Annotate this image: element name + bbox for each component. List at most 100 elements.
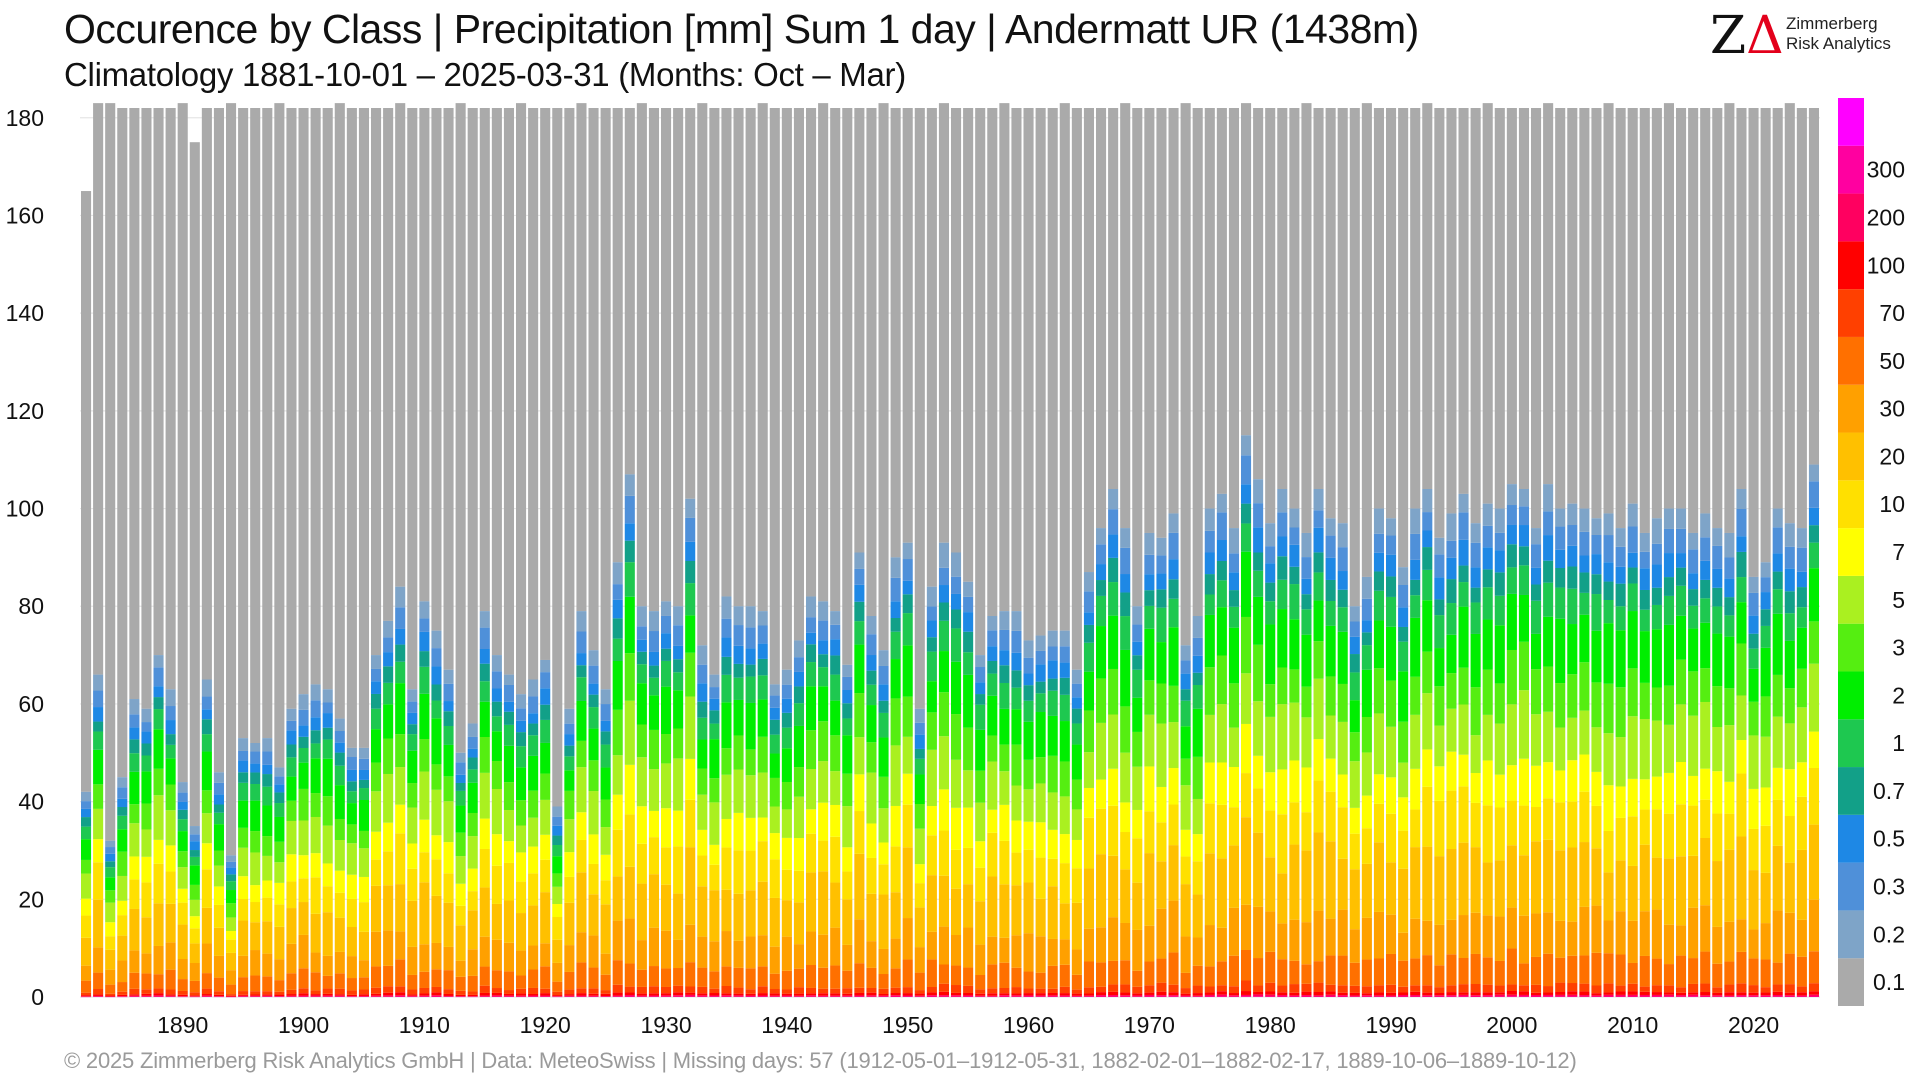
bar-segment bbox=[1410, 918, 1421, 959]
bar-segment bbox=[1458, 704, 1469, 755]
bar-segment bbox=[407, 689, 418, 702]
bar-segment bbox=[1518, 690, 1529, 759]
bar-segment bbox=[1748, 668, 1759, 702]
bar-segment bbox=[1506, 544, 1517, 568]
bar-segment bbox=[250, 852, 261, 886]
bar-segment bbox=[1108, 960, 1119, 985]
bar-segment bbox=[685, 541, 696, 561]
bar-segment bbox=[1422, 920, 1433, 956]
bar-segment bbox=[818, 601, 829, 621]
bar-segment bbox=[1676, 553, 1687, 568]
bar-segment bbox=[1265, 624, 1276, 685]
bar-segment bbox=[1591, 727, 1602, 772]
bar-segment bbox=[1035, 857, 1046, 899]
bar-segment bbox=[1108, 991, 1119, 996]
bar-segment bbox=[1168, 513, 1179, 533]
bar-segment-dry bbox=[1180, 103, 1191, 646]
bar-segment bbox=[1615, 860, 1626, 912]
bar-segment bbox=[226, 952, 237, 971]
bar-segment bbox=[540, 859, 551, 893]
bar-segment bbox=[238, 738, 249, 751]
bar-segment bbox=[1144, 766, 1155, 812]
bar-segment bbox=[866, 772, 877, 824]
bar-segment bbox=[612, 992, 623, 996]
bar-segment bbox=[1144, 554, 1155, 575]
bar-segment-dry bbox=[1228, 108, 1239, 529]
bar-segment bbox=[1470, 567, 1481, 588]
bar-segment bbox=[1180, 936, 1191, 973]
bar-segment bbox=[129, 823, 140, 857]
bar-segment bbox=[105, 936, 116, 950]
bar-segment bbox=[431, 630, 442, 649]
bar-segment bbox=[552, 873, 563, 887]
bar-segment bbox=[1386, 596, 1397, 627]
bar-segment bbox=[745, 817, 756, 851]
bar-segment bbox=[528, 723, 539, 736]
bar-segment bbox=[528, 846, 539, 874]
bar-segment bbox=[431, 986, 442, 993]
bar-segment bbox=[1651, 687, 1662, 721]
bar-segment bbox=[1724, 597, 1735, 616]
bar-segment bbox=[467, 836, 478, 869]
bar-segment bbox=[1277, 992, 1288, 996]
bar-segment bbox=[467, 769, 478, 783]
bar-segment bbox=[1796, 995, 1807, 997]
bar-segment bbox=[1591, 993, 1602, 996]
bar-segment bbox=[1011, 709, 1022, 745]
bar-segment bbox=[793, 703, 804, 726]
bar-segment bbox=[697, 739, 708, 769]
bar-segment bbox=[1494, 550, 1505, 573]
bar-segment bbox=[129, 995, 140, 997]
bar-segment bbox=[1216, 985, 1227, 992]
bar-segment bbox=[818, 988, 829, 994]
bar-segment-dry bbox=[443, 108, 454, 670]
bar-segment bbox=[274, 841, 285, 863]
bar-segment bbox=[830, 988, 841, 994]
bar-segment bbox=[81, 992, 92, 996]
bar-segment-dry bbox=[201, 108, 212, 680]
bar-segment bbox=[238, 876, 249, 900]
bar-segment bbox=[419, 971, 430, 988]
bar-segment bbox=[1724, 984, 1735, 993]
bar-segment bbox=[624, 653, 635, 701]
bar-segment bbox=[1567, 624, 1578, 675]
bar-segment bbox=[697, 645, 708, 665]
bar-segment bbox=[1361, 986, 1372, 994]
bar-segment bbox=[721, 596, 732, 619]
bar-segment bbox=[1676, 987, 1687, 993]
bar-segment bbox=[1567, 996, 1578, 997]
bar-segment bbox=[1627, 816, 1638, 866]
bar-segment bbox=[1531, 995, 1542, 997]
bar-segment bbox=[1241, 523, 1252, 552]
bar-segment bbox=[1361, 828, 1372, 864]
bar-segment bbox=[975, 729, 986, 771]
bar-segment bbox=[1241, 551, 1252, 617]
bar-segment bbox=[1591, 995, 1602, 997]
bar-segment bbox=[1083, 710, 1094, 753]
bar-segment bbox=[528, 873, 539, 906]
bar-segment bbox=[1289, 996, 1300, 997]
bar-segment bbox=[1301, 609, 1312, 635]
bar-segment bbox=[1241, 455, 1252, 485]
bar-segment bbox=[1482, 992, 1493, 996]
bar-segment bbox=[1676, 762, 1687, 805]
bar-segment bbox=[1627, 716, 1638, 779]
bar-segment bbox=[878, 684, 889, 701]
bar-segment bbox=[93, 721, 104, 732]
bar-segment bbox=[1555, 567, 1566, 588]
bar-segment bbox=[274, 980, 285, 992]
bar-segment bbox=[697, 683, 708, 702]
bar-segment bbox=[673, 645, 684, 660]
bar-segment bbox=[153, 863, 164, 904]
bar-segment bbox=[1603, 996, 1614, 997]
bar-segment bbox=[1156, 683, 1167, 724]
bar-segment bbox=[1083, 995, 1094, 997]
bar-segment bbox=[1083, 572, 1094, 592]
bar-segment bbox=[1144, 853, 1155, 926]
bar-segment bbox=[1615, 911, 1626, 955]
bar-segment bbox=[129, 771, 140, 805]
bar-segment bbox=[987, 646, 998, 661]
bar-segment bbox=[963, 884, 974, 928]
bar-segment bbox=[1035, 972, 1046, 989]
bar-segment bbox=[1482, 957, 1493, 985]
